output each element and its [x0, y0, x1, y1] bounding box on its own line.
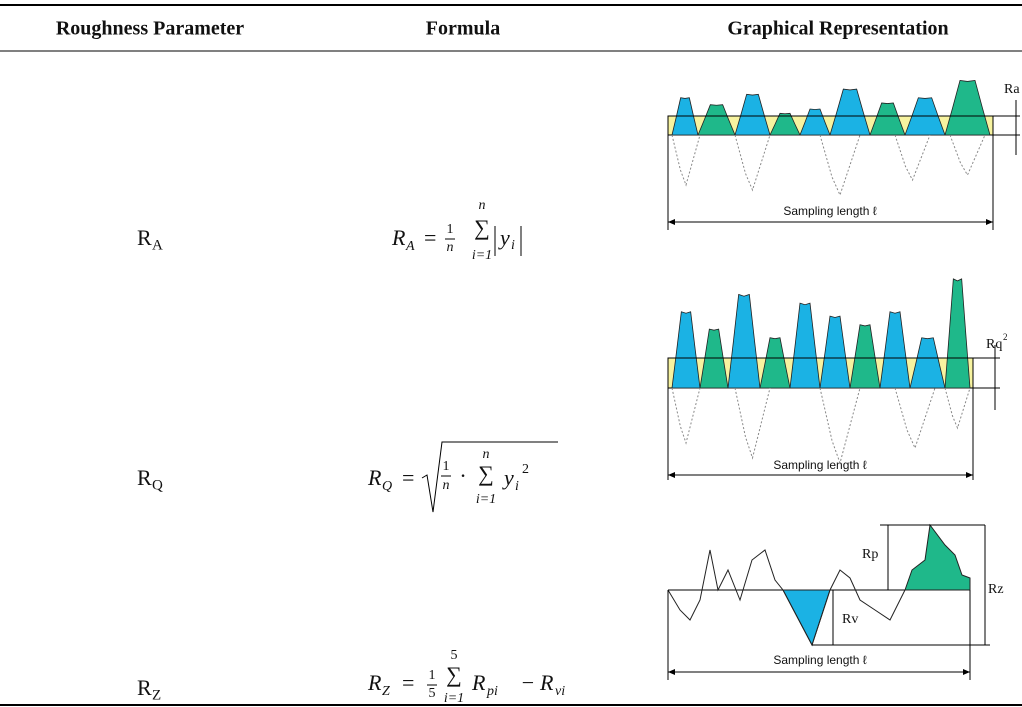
- profile-peak: [945, 279, 970, 388]
- sum-upper: n: [483, 447, 490, 462]
- formula: R Q = 1 n · n ∑ i=1 y i 2: [367, 442, 558, 512]
- profile-valley: [950, 135, 985, 175]
- sum-sign: ∑: [446, 662, 462, 687]
- formula-term: R: [471, 670, 486, 695]
- profile-valley: [735, 388, 770, 458]
- formula-symbol: R: [367, 670, 382, 695]
- figures: [668, 80, 1020, 680]
- formula-term: y: [498, 225, 510, 250]
- figure-label: Rv: [842, 612, 858, 627]
- figure-length-label: Sampling length ℓ: [773, 653, 866, 667]
- sum-sign: ∑: [474, 215, 490, 240]
- formula-den: 5: [429, 686, 436, 701]
- sum-upper: 5: [451, 648, 458, 663]
- formula-term: y: [502, 465, 514, 490]
- formula: R A = 1 n n ∑ i=1 y i: [391, 198, 521, 263]
- sum-lower: i=1: [472, 248, 492, 263]
- formula-symbol: R: [391, 225, 406, 250]
- parameter-sub: Q: [152, 477, 163, 493]
- profile-valley: [895, 135, 930, 180]
- figure-label: Rq: [986, 337, 1002, 352]
- arrow-head: [963, 669, 970, 675]
- formula-equals: =: [402, 670, 414, 695]
- formula-term: R: [539, 670, 554, 695]
- figure-label-sup: 2: [1003, 332, 1008, 342]
- formula-sub: A: [405, 239, 415, 254]
- profile-valley: [672, 135, 700, 185]
- formula: R Z = 1 5 5 ∑ i=1 R pi − R vi: [367, 648, 565, 706]
- parameter-sub: Z: [152, 687, 161, 703]
- formula-symbol: R: [367, 465, 382, 490]
- arrow-head: [668, 669, 675, 675]
- profile-valley: [735, 135, 770, 190]
- figure-length-label: Sampling length ℓ: [773, 458, 866, 472]
- formula-equals: =: [402, 465, 414, 490]
- profile-peak-fill: [905, 525, 970, 590]
- profile-peak: [880, 312, 910, 388]
- sum-lower: i=1: [476, 492, 496, 507]
- profile-valley: [895, 388, 935, 448]
- formula-power: 2: [522, 462, 529, 477]
- formula-num: 1: [429, 668, 436, 683]
- formula-sub: Q: [382, 479, 392, 494]
- arrow-head: [668, 219, 675, 225]
- profile-peak: [820, 316, 850, 388]
- formula-term-sub: vi: [555, 684, 565, 699]
- header: Graphical Representation: [727, 18, 948, 40]
- profile-valley-fill: [783, 590, 830, 645]
- formula-num: 1: [447, 222, 454, 237]
- profile-valley: [945, 388, 970, 428]
- profile-line: [668, 550, 905, 645]
- formula-minus: −: [522, 670, 534, 695]
- arrow-head: [986, 219, 993, 225]
- profile-peak: [945, 80, 990, 135]
- parameter: R: [137, 465, 152, 490]
- profile-peak: [790, 303, 820, 388]
- sum-upper: n: [479, 198, 486, 213]
- formula-den: n: [447, 240, 454, 255]
- figure-label: Rz: [988, 582, 1004, 597]
- profile-valley: [820, 388, 860, 463]
- profile-peak: [728, 294, 760, 388]
- profile-peak: [735, 94, 770, 135]
- sum-lower: i=1: [444, 691, 464, 706]
- header: Roughness Parameter: [56, 18, 244, 40]
- figure-label: Ra: [1004, 82, 1020, 97]
- formula-num: 1: [443, 459, 450, 474]
- table-page: Roughness Parameter Formula Graphical Re…: [0, 0, 1022, 707]
- parameter: R: [137, 225, 152, 250]
- parameter-sub: A: [152, 237, 163, 253]
- formula-sub: Z: [382, 684, 390, 699]
- header: Formula: [426, 18, 500, 40]
- figure-length-label: Sampling length ℓ: [783, 204, 876, 218]
- profile-peak: [830, 89, 870, 135]
- sum-sign: ∑: [478, 461, 494, 486]
- profile-peak: [850, 325, 880, 388]
- formula-term-sub: i: [515, 479, 519, 494]
- formula-equals: =: [424, 225, 436, 250]
- formula-term-sub: pi: [486, 684, 498, 699]
- figure-label: Rp: [862, 547, 878, 562]
- formula-dot: ·: [459, 463, 466, 488]
- profile-peak: [672, 312, 700, 388]
- formula-den: n: [443, 478, 450, 493]
- parameter: R: [137, 675, 152, 700]
- arrow-head: [668, 472, 675, 478]
- formula-term-sub: i: [511, 238, 515, 253]
- profile-valley: [672, 388, 700, 443]
- arrow-head: [966, 472, 973, 478]
- profile-valley: [820, 135, 860, 195]
